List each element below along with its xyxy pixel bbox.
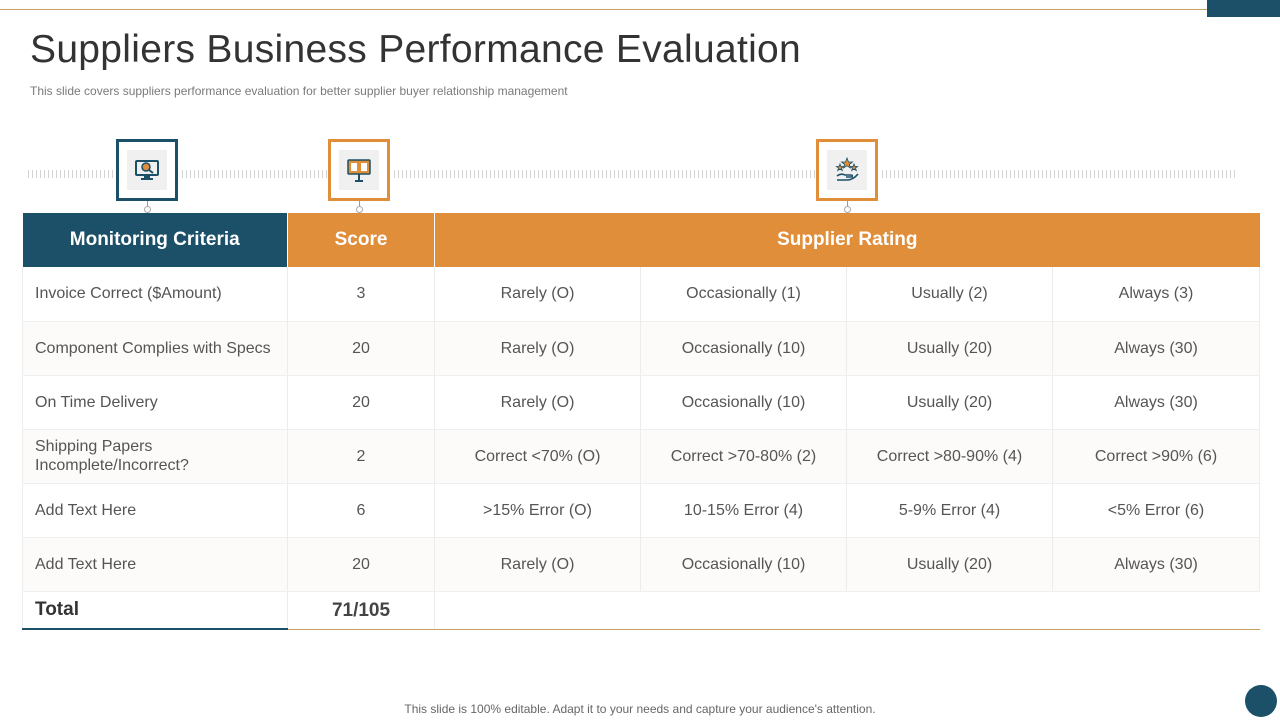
rating-cell: Rarely (O) bbox=[434, 537, 641, 592]
rating-cell: Correct >80-90% (4) bbox=[846, 429, 1053, 484]
criteria-cell: On Time Delivery bbox=[22, 375, 288, 430]
table-row: Shipping Papers Incomplete/Incorrect? 2 … bbox=[22, 429, 1261, 484]
score-board-icon bbox=[347, 159, 371, 182]
rating-cell: Correct <70% (O) bbox=[434, 429, 641, 484]
rating-cell: Rarely (O) bbox=[434, 375, 641, 430]
rating-cell: Correct >90% (6) bbox=[1052, 429, 1261, 484]
table-row: Add Text Here 6 >15% Error (O) 10-15% Er… bbox=[22, 483, 1261, 538]
total-row: Total 71/105 bbox=[22, 591, 1260, 630]
rating-stars-hand-icon bbox=[835, 156, 859, 181]
dotted-divider bbox=[182, 170, 328, 178]
table-header-row: Monitoring Criteria Score Supplier Ratin… bbox=[22, 213, 1260, 267]
corner-circle-decoration bbox=[1245, 685, 1277, 717]
score-cell: 3 bbox=[287, 267, 435, 322]
rating-icon-box bbox=[816, 139, 878, 201]
score-cell: 2 bbox=[287, 429, 435, 484]
score-cell: 6 bbox=[287, 483, 435, 538]
criteria-cell: Component Complies with Specs bbox=[22, 321, 288, 376]
table-row: Invoice Correct ($Amount) 3 Rarely (O) O… bbox=[22, 267, 1261, 322]
table-row: Add Text Here 20 Rarely (O) Occasionally… bbox=[22, 537, 1261, 592]
criteria-cell: Invoice Correct ($Amount) bbox=[22, 267, 288, 322]
header-supplier-rating: Supplier Rating bbox=[434, 213, 1260, 267]
rating-cell: <5% Error (6) bbox=[1052, 483, 1261, 538]
dotted-divider bbox=[28, 170, 116, 178]
rating-cell: Occasionally (10) bbox=[640, 537, 847, 592]
score-cell: 20 bbox=[287, 375, 435, 430]
rating-cell: Correct >70-80% (2) bbox=[640, 429, 847, 484]
corner-accent-block bbox=[1207, 0, 1280, 17]
header-score: Score bbox=[287, 213, 435, 267]
criteria-cell: Shipping Papers Incomplete/Incorrect? bbox=[22, 429, 288, 484]
total-score: 71/105 bbox=[287, 591, 435, 630]
rating-cell: >15% Error (O) bbox=[434, 483, 641, 538]
total-label: Total bbox=[22, 591, 288, 630]
rating-cell: Always (30) bbox=[1052, 321, 1261, 376]
evaluation-table: Monitoring Criteria Score Supplier Ratin… bbox=[22, 213, 1261, 630]
rating-cell: Usually (20) bbox=[846, 537, 1053, 592]
criteria-cell: Add Text Here bbox=[22, 537, 288, 592]
score-cell: 20 bbox=[287, 321, 435, 376]
page-subtitle: This slide covers suppliers performance … bbox=[30, 84, 568, 98]
score-cell: 20 bbox=[287, 537, 435, 592]
footer-note: This slide is 100% editable. Adapt it to… bbox=[404, 702, 876, 716]
rating-cell: Occasionally (1) bbox=[640, 267, 847, 322]
page-title: Suppliers Business Performance Evaluatio… bbox=[30, 28, 802, 71]
rating-cell: 5-9% Error (4) bbox=[846, 483, 1053, 538]
rating-cell: Usually (20) bbox=[846, 375, 1053, 430]
rating-cell: Rarely (O) bbox=[434, 267, 641, 322]
rating-cell: 10-15% Error (4) bbox=[640, 483, 847, 538]
rating-cell: Always (3) bbox=[1052, 267, 1261, 322]
table-row: Component Complies with Specs 20 Rarely … bbox=[22, 321, 1261, 376]
rating-cell: Usually (20) bbox=[846, 321, 1053, 376]
total-empty-cell bbox=[434, 591, 1260, 630]
rating-cell: Always (30) bbox=[1052, 375, 1261, 430]
score-icon-box bbox=[328, 139, 390, 201]
rating-cell: Usually (2) bbox=[846, 267, 1053, 322]
rating-cell: Rarely (O) bbox=[434, 321, 641, 376]
monitor-search-icon bbox=[135, 160, 159, 180]
rating-cell: Occasionally (10) bbox=[640, 375, 847, 430]
dotted-divider bbox=[394, 170, 816, 178]
dotted-divider bbox=[882, 170, 1238, 178]
header-monitoring-criteria: Monitoring Criteria bbox=[22, 213, 288, 267]
rating-cell: Occasionally (10) bbox=[640, 321, 847, 376]
icon-connector bbox=[356, 201, 363, 213]
table-row: On Time Delivery 20 Rarely (O) Occasiona… bbox=[22, 375, 1261, 430]
icon-connector bbox=[844, 201, 851, 213]
rating-cell: Always (30) bbox=[1052, 537, 1261, 592]
top-rule bbox=[0, 9, 1207, 10]
icon-connector bbox=[144, 201, 151, 213]
monitoring-icon-box bbox=[116, 139, 178, 201]
criteria-cell: Add Text Here bbox=[22, 483, 288, 538]
